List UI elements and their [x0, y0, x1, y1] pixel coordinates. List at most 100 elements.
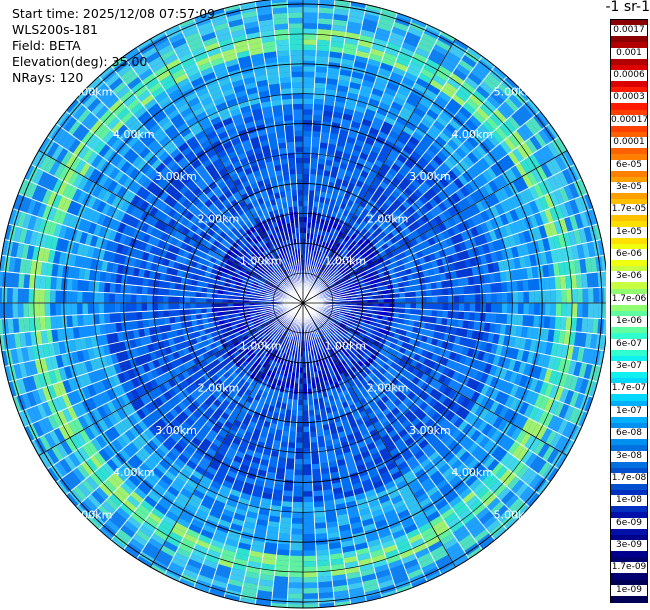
range-gate-cell	[439, 111, 452, 124]
range-gate-cell	[528, 116, 543, 133]
range-gate-cell	[303, 125, 313, 131]
range-gate-cell	[420, 68, 435, 80]
range-gate-cell	[408, 260, 416, 269]
range-gate-cell	[517, 279, 524, 292]
range-gate-cell	[544, 303, 551, 316]
range-gate-cell	[366, 259, 373, 266]
range-gate-cell	[291, 518, 303, 524]
range-gate-cell	[320, 186, 328, 193]
range-gate-cell	[318, 446, 327, 453]
range-gate-cell	[555, 136, 568, 153]
range-gate-cell	[285, 463, 295, 470]
range-gate-cell	[431, 288, 438, 297]
range-gate-cell	[403, 36, 419, 48]
range-gate-cell	[312, 120, 323, 127]
range-gate-cell	[457, 277, 464, 287]
range-gate-cell	[411, 165, 422, 175]
range-gate-cell	[451, 278, 459, 288]
range-gate-cell	[339, 267, 345, 273]
range-gate-cell	[431, 337, 439, 347]
range-gate-cell	[357, 255, 364, 262]
range-gate-cell	[317, 12, 334, 20]
range-gate-cell	[330, 265, 336, 271]
range-gate-cell	[555, 343, 564, 358]
range-gate-cell	[308, 195, 315, 202]
range-gate-cell	[355, 180, 365, 188]
range-gate-cell	[318, 7, 334, 14]
range-gate-cell	[321, 121, 332, 128]
range-gate-cell	[312, 206, 319, 213]
range-gate-cell	[321, 288, 327, 293]
range-gate-cell	[317, 269, 322, 275]
range-gate-cell	[371, 88, 384, 97]
range-gate-cell	[327, 256, 333, 263]
range-gate-cell	[442, 219, 452, 230]
range-gate-cell	[441, 280, 448, 289]
range-gate-cell	[449, 72, 465, 86]
range-gate-cell	[342, 283, 349, 288]
range-gate-cell	[369, 48, 385, 58]
range-gate-cell	[411, 131, 424, 142]
range-gate-cell	[317, 23, 333, 30]
range-gate-cell	[415, 226, 425, 236]
range-gate-cell	[403, 209, 412, 219]
range-gate-cell	[327, 143, 337, 151]
range-gate-cell	[435, 180, 446, 192]
range-gate-cell	[415, 208, 425, 218]
range-gate-cell	[367, 303, 373, 307]
range-gate-cell	[503, 184, 514, 198]
range-gate-cell	[477, 244, 485, 256]
range-gate-cell	[430, 48, 446, 61]
range-gate-cell	[351, 172, 360, 181]
range-gate-cell	[512, 179, 524, 193]
range-gate-cell	[303, 475, 313, 481]
range-gate-cell	[287, 587, 303, 594]
range-gate-cell	[438, 201, 448, 213]
range-gate-cell	[501, 313, 508, 325]
range-gate-cell	[547, 236, 556, 251]
range-gate-cell	[383, 294, 389, 299]
range-gate-cell	[475, 293, 481, 303]
range-gate-cell	[343, 285, 350, 290]
range-gate-cell	[359, 34, 374, 44]
range-gate-cell	[357, 157, 367, 166]
range-gate-cell	[355, 162, 365, 171]
range-gate-cell	[453, 38, 470, 51]
range-gate-cell	[314, 88, 326, 95]
range-gate-cell	[452, 214, 462, 225]
range-gate-cell	[458, 286, 465, 295]
range-gate-cell	[314, 256, 318, 262]
range-gate-cell	[491, 147, 504, 161]
range-gate-cell	[545, 160, 558, 176]
range-gate-cell	[455, 162, 467, 175]
range-gate-cell	[335, 263, 342, 269]
range-gate-cell	[303, 243, 307, 250]
range-gate-cell	[419, 37, 435, 49]
range-gate-cell	[480, 56, 495, 69]
range-gate-cell	[394, 307, 400, 314]
range-gate-cell	[497, 83, 513, 98]
range-gate-cell	[447, 287, 454, 296]
range-gate-cell	[372, 299, 379, 303]
range-gate-cell	[395, 271, 402, 278]
range-gate-cell	[337, 167, 347, 175]
range-gate-cell	[408, 136, 421, 147]
range-gate-cell	[323, 273, 329, 279]
range-gate-cell	[364, 223, 372, 231]
range-gate-cell	[420, 214, 430, 224]
range-gate-cell	[412, 52, 428, 64]
range-gate-cell	[364, 160, 374, 169]
range-gate-cell	[303, 587, 319, 594]
range-gate-cell	[566, 288, 573, 303]
range-gate-cell	[507, 115, 521, 131]
range-gate-cell	[377, 294, 384, 300]
range-gate-cell	[485, 207, 495, 220]
range-gate-cell	[432, 120, 446, 132]
range-gate-cell	[303, 50, 317, 56]
range-gate-cell	[417, 72, 433, 84]
range-gate-cell	[320, 131, 330, 139]
range-gate-cell	[447, 154, 459, 167]
range-gate-cell	[522, 314, 529, 327]
range-gate-cell	[353, 60, 368, 69]
range-gate-cell	[419, 195, 429, 205]
